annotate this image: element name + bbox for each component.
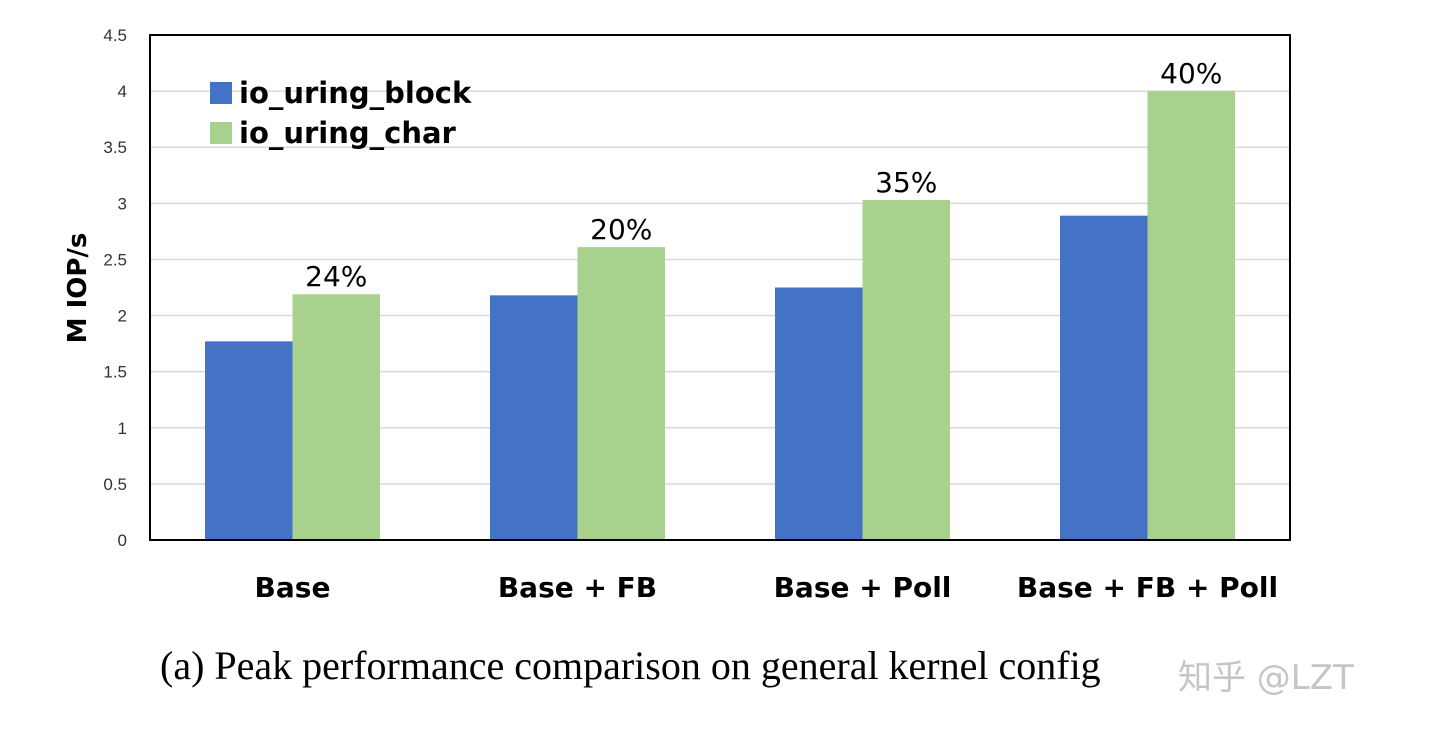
- bar-io-uring-char: [862, 199, 950, 540]
- y-tick-label: 4.5: [103, 26, 127, 45]
- y-tick-label: 0.5: [103, 475, 127, 494]
- y-tick-label: 0: [118, 531, 127, 550]
- x-category-label: Base + FB + Poll: [1017, 571, 1278, 604]
- legend-label: io_uring_char: [239, 116, 457, 150]
- y-tick-label: 1.5: [103, 363, 127, 382]
- y-tick-label: 1: [118, 419, 127, 438]
- y-axis-label: M IOP/s: [63, 233, 93, 344]
- data-label: 35%: [875, 166, 937, 199]
- y-tick-label: 3.5: [103, 138, 127, 157]
- bar-io-uring-char: [577, 247, 665, 540]
- bar-chart: 0 0.5 1 1.5 2 2.5 3 3.5 4 4.5 Base Base + FB Base +…: [63, 26, 1291, 604]
- legend-label: io_uring_block: [239, 76, 472, 110]
- x-category-label: Base + FB: [498, 571, 657, 604]
- legend-swatch: [210, 82, 232, 104]
- legend-swatch: [210, 122, 232, 144]
- bar-io-uring-char: [292, 294, 380, 540]
- watermark: 知乎 @LZT: [1178, 658, 1354, 698]
- bar-io-uring-block: [490, 295, 578, 540]
- bar-io-uring-block: [775, 287, 863, 540]
- figure-caption: (a) Peak performance comparison on gener…: [160, 643, 1101, 688]
- y-tick-label: 2.5: [103, 250, 127, 269]
- y-ticks: 0 0.5 1 1.5 2 2.5 3 3.5 4 4.5: [103, 26, 127, 550]
- y-tick-label: 3: [118, 194, 127, 213]
- x-category-label: Base + Poll: [774, 571, 952, 604]
- bar-io-uring-block: [205, 341, 293, 540]
- plot-frame: [149, 34, 1291, 541]
- legend: io_uring_block io_uring_char: [210, 76, 472, 150]
- y-tick-label: 4: [118, 82, 127, 101]
- data-label: 20%: [590, 213, 652, 246]
- y-tick-label: 2: [118, 307, 127, 326]
- bar-io-uring-char: [1147, 91, 1235, 540]
- data-label: 40%: [1160, 57, 1222, 90]
- category-labels: Base Base + FB Base + Poll Base + FB + Poll: [255, 571, 1279, 604]
- data-labels: 24% 20% 35% 40%: [305, 57, 1222, 293]
- bar-io-uring-block: [1060, 215, 1148, 540]
- bars: [205, 91, 1235, 540]
- x-category-label: Base: [255, 571, 331, 604]
- data-label: 24%: [305, 260, 367, 293]
